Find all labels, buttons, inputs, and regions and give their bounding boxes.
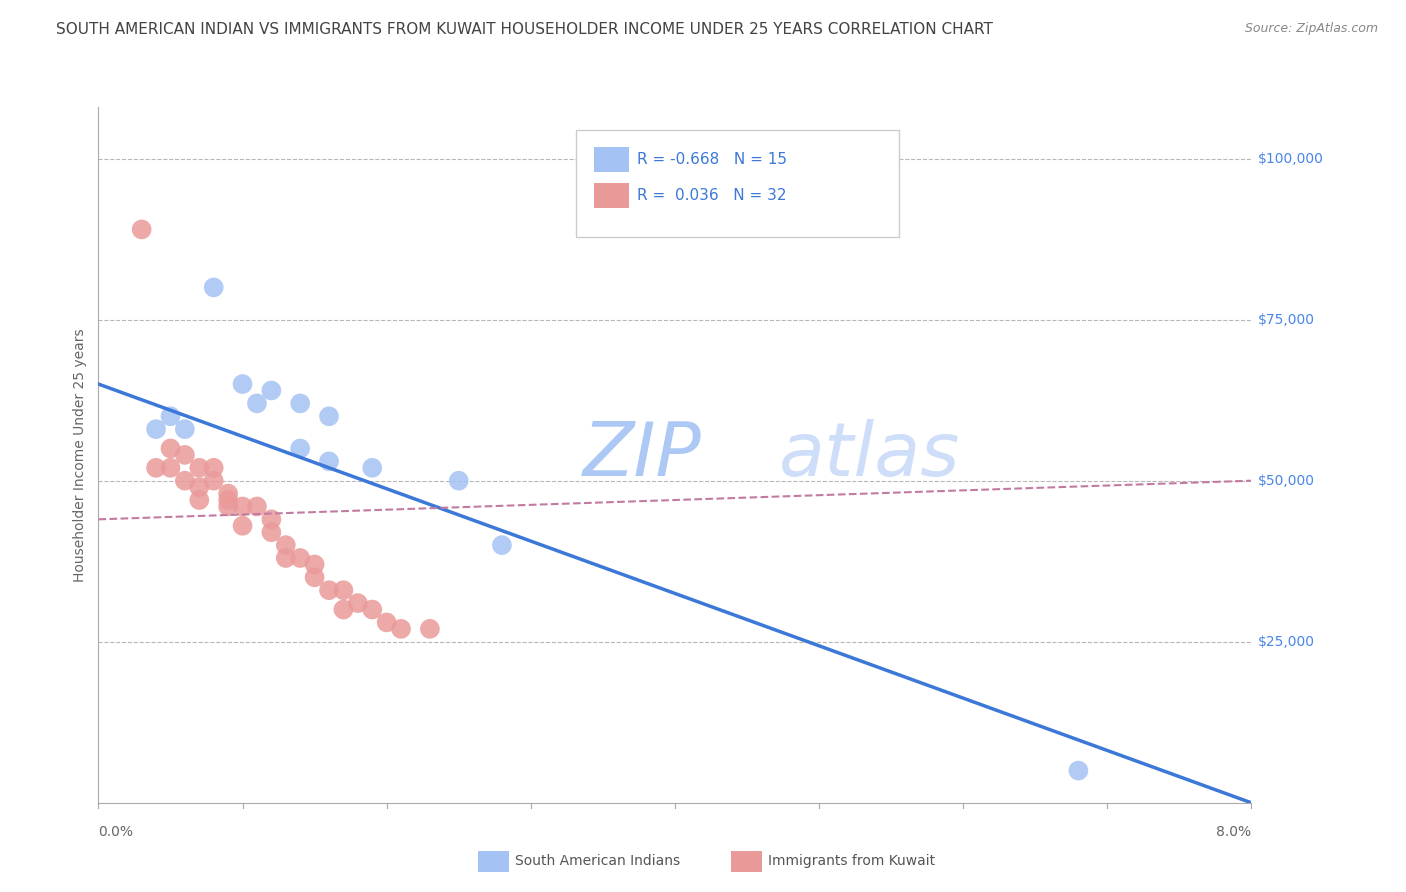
Point <box>217 500 239 514</box>
Point <box>159 460 181 475</box>
Point <box>290 442 312 456</box>
Point <box>231 518 254 533</box>
Point <box>332 602 354 616</box>
Y-axis label: Householder Income Under 25 years: Householder Income Under 25 years <box>73 328 87 582</box>
Point <box>290 396 312 410</box>
Point <box>202 460 225 475</box>
Text: R =  0.036   N = 32: R = 0.036 N = 32 <box>637 188 787 203</box>
Point <box>217 493 239 508</box>
Text: $75,000: $75,000 <box>1258 312 1316 326</box>
Point <box>447 474 470 488</box>
Point <box>174 422 197 436</box>
Text: $50,000: $50,000 <box>1258 474 1316 488</box>
Point <box>246 500 269 514</box>
Point <box>274 551 297 566</box>
Point <box>231 377 254 392</box>
Text: 0.0%: 0.0% <box>98 825 134 839</box>
Point <box>375 615 398 630</box>
Text: $100,000: $100,000 <box>1258 152 1324 166</box>
Text: Immigrants from Kuwait: Immigrants from Kuwait <box>768 854 935 868</box>
Point <box>188 460 211 475</box>
Point <box>159 409 181 424</box>
Text: Source: ZipAtlas.com: Source: ZipAtlas.com <box>1244 22 1378 36</box>
Point <box>202 280 225 294</box>
Text: ZIP: ZIP <box>582 419 702 491</box>
Point <box>332 583 354 598</box>
Point <box>260 384 283 398</box>
Point <box>174 448 197 462</box>
Point <box>246 396 269 410</box>
Point <box>188 493 211 508</box>
Point <box>145 460 167 475</box>
Point <box>202 474 225 488</box>
Point <box>159 442 181 456</box>
Point <box>318 454 340 468</box>
Point <box>389 622 412 636</box>
Point <box>131 222 153 236</box>
Point <box>274 538 297 552</box>
Point <box>361 602 384 616</box>
Text: SOUTH AMERICAN INDIAN VS IMMIGRANTS FROM KUWAIT HOUSEHOLDER INCOME UNDER 25 YEAR: SOUTH AMERICAN INDIAN VS IMMIGRANTS FROM… <box>56 22 993 37</box>
Text: atlas: atlas <box>779 419 960 491</box>
Point <box>174 474 197 488</box>
Point <box>231 500 254 514</box>
Point <box>304 558 326 572</box>
Point <box>361 460 384 475</box>
Point <box>318 583 340 598</box>
Point <box>145 422 167 436</box>
Point <box>491 538 513 552</box>
Point <box>419 622 441 636</box>
Point <box>260 525 283 540</box>
Text: South American Indians: South American Indians <box>515 854 679 868</box>
Point <box>188 480 211 494</box>
Point <box>318 409 340 424</box>
Point <box>1067 764 1090 778</box>
Point <box>346 596 368 610</box>
Point <box>260 512 283 526</box>
Point <box>217 486 239 500</box>
Point <box>290 551 312 566</box>
Text: R = -0.668   N = 15: R = -0.668 N = 15 <box>637 153 787 168</box>
Point <box>304 570 326 584</box>
Text: $25,000: $25,000 <box>1258 635 1316 648</box>
Text: 8.0%: 8.0% <box>1216 825 1251 839</box>
